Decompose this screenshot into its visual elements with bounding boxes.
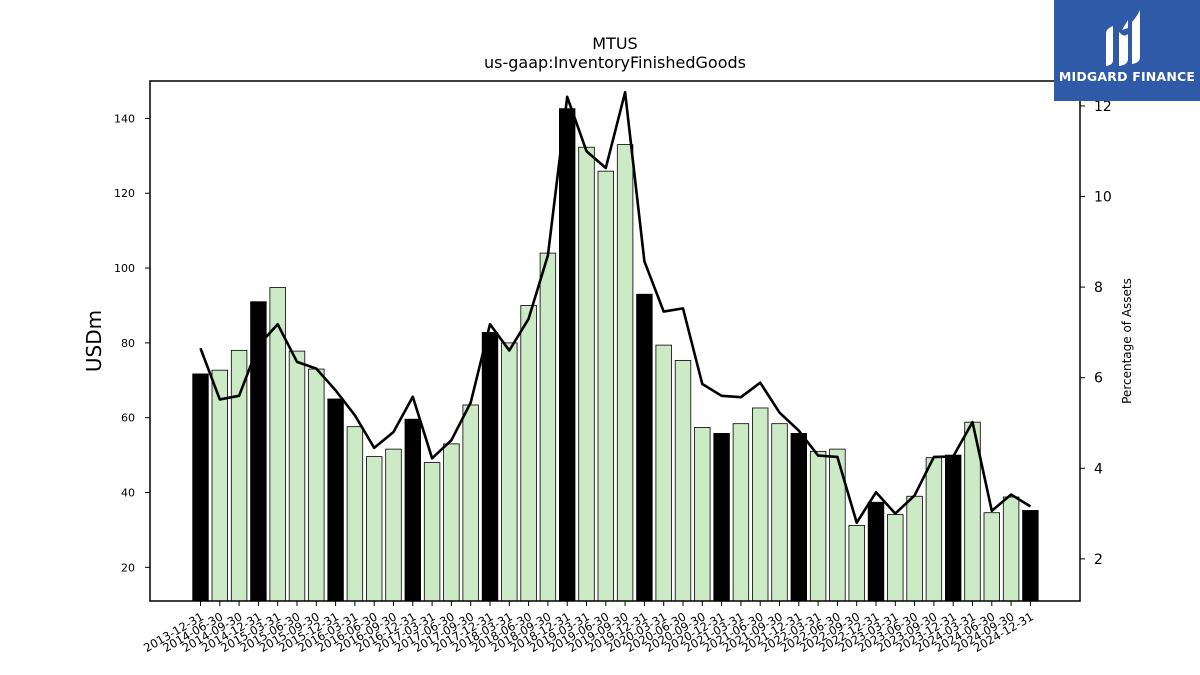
- y2-axis-label: Percentage of Assets: [1120, 278, 1134, 404]
- bar-2016-09-30: [385, 448, 402, 602]
- bar-2024-12-31: [1022, 510, 1039, 602]
- logo-text: MIDGARD FINANCE: [1058, 69, 1196, 84]
- bar-2022-03-31: [809, 450, 827, 602]
- bar-2021-09-30: [771, 423, 788, 602]
- bar-2014-06-30: [211, 369, 229, 602]
- x-axis-ticks: 2013-12-312014-06-302014-09-302014-12-31…: [141, 601, 1036, 655]
- bar-2018-09-30: [539, 252, 557, 602]
- bar-2016-06-30: [365, 456, 383, 602]
- bar-2019-09-30: [616, 144, 634, 602]
- bar-series: [192, 108, 1039, 602]
- bar-2021-06-30: [752, 407, 769, 602]
- y-tick-label: 80: [121, 337, 135, 350]
- y2-tick-label: 12: [1094, 99, 1112, 115]
- bar-2018-12-31: [559, 108, 576, 602]
- y2-tick-label: 4: [1094, 461, 1103, 477]
- y-tick-label: 120: [114, 187, 135, 200]
- midgard-logo-icon: [1106, 10, 1140, 66]
- bar-2024-06-30: [983, 512, 1001, 602]
- bar-2019-12-31: [636, 293, 653, 602]
- bar-2019-03-31: [578, 146, 595, 602]
- plot-frame: [149, 80, 1081, 602]
- bar-2017-12-31: [481, 331, 499, 602]
- y-tick-label: 40: [121, 487, 135, 500]
- y-tick-label: 140: [114, 112, 135, 125]
- y-axis-label: USDm: [82, 310, 106, 372]
- line-series: [199, 91, 1032, 524]
- y-tick-label: 20: [121, 561, 135, 574]
- bar-2023-06-30: [906, 495, 923, 602]
- bar-2020-12-31: [713, 432, 730, 602]
- bar-2023-12-31: [945, 454, 962, 602]
- bar-2017-09-30: [462, 404, 479, 602]
- bar-2022-09-30: [848, 525, 865, 602]
- bar-2015-06-30: [288, 350, 306, 602]
- bar-2017-03-31: [423, 462, 441, 602]
- y2-axis-ticks: 2 4 6 8 10 12: [1080, 99, 1112, 568]
- bar-2024-09-30: [1002, 496, 1020, 602]
- chart-subtitle: us-gaap:InventoryFinishedGoods: [484, 53, 746, 72]
- y-tick-label: 60: [121, 412, 135, 425]
- y-axis-ticks: 20 40 60 80 100 120 140: [114, 112, 150, 574]
- bar-2019-06-30: [597, 170, 615, 602]
- bar-2015-09-30: [308, 368, 325, 602]
- bar-2022-12-31: [867, 501, 885, 602]
- y2-tick-label: 8: [1094, 280, 1103, 296]
- bar-2015-12-31: [327, 398, 344, 602]
- bar-2014-09-30: [230, 349, 248, 602]
- bar-2018-03-31: [501, 342, 518, 602]
- bar-2020-03-31: [655, 344, 672, 602]
- bar-2021-03-31: [732, 423, 750, 602]
- y-tick-label: 100: [114, 262, 135, 275]
- y2-tick-label: 2: [1094, 552, 1103, 568]
- bar-2013-12-31: [192, 373, 209, 602]
- bar-2020-06-30: [674, 360, 692, 602]
- brand-logo: MIDGARD FINANCE: [1054, 0, 1200, 101]
- bar-2017-06-30: [443, 443, 460, 602]
- percentage-line: [199, 91, 1032, 524]
- bar-2018-06-30: [520, 305, 537, 602]
- bar-2016-12-31: [404, 418, 422, 602]
- bar-2016-03-31: [346, 426, 364, 602]
- y2-tick-label: 10: [1094, 190, 1112, 206]
- y2-tick-label: 6: [1094, 371, 1103, 387]
- chart-title: MTUS: [592, 34, 637, 53]
- bar-2021-12-31: [790, 432, 808, 602]
- bar-2023-09-30: [925, 457, 943, 602]
- bar-2020-09-30: [694, 427, 711, 602]
- bar-2023-03-31: [887, 514, 904, 602]
